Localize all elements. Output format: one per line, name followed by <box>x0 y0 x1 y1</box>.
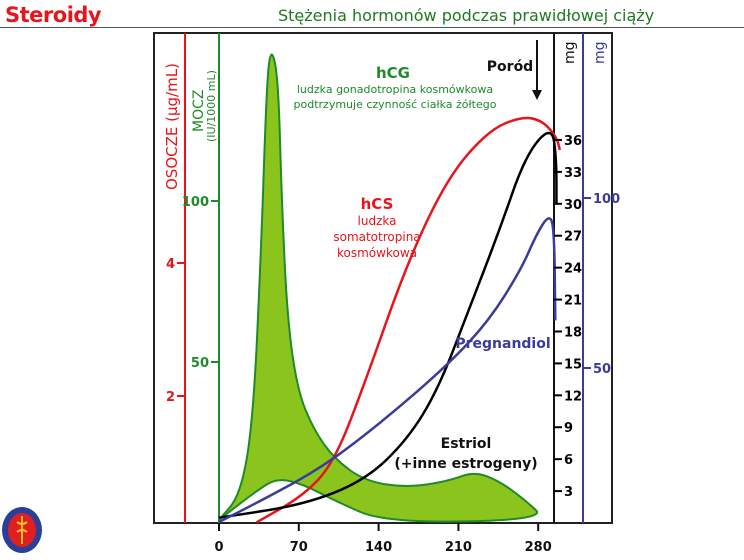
x-tick-label: 280 <box>525 540 552 555</box>
x-tick-label: 0 <box>214 540 223 555</box>
delivery-arrow-icon <box>532 40 542 100</box>
plasma-tick-label: 4 <box>166 257 175 272</box>
mg_black-tick-label: 36 <box>564 134 582 149</box>
hcg-area <box>218 53 539 523</box>
pregnandiol-line <box>218 217 557 524</box>
mg_blue-tick-label: 100 <box>593 192 620 207</box>
estriol-line <box>218 131 558 519</box>
mg_black-tick-label: 6 <box>564 453 573 468</box>
hcs-line <box>256 116 562 524</box>
urine-tick-label: 100 <box>182 195 209 210</box>
hcg-desc-1: ludzka gonadotropina kosmówkowa <box>297 83 493 96</box>
hcs-desc-1: ludzka <box>358 214 397 228</box>
mg_black-tick-label: 3 <box>564 485 573 500</box>
mg_blue-tick-label: 50 <box>593 362 611 377</box>
hcs-desc-3: kosmówkowa <box>337 246 417 260</box>
pregnandiol-label: Pregnandiol <box>455 336 550 352</box>
hcg-label: hCG <box>376 64 410 82</box>
header-divider <box>0 27 744 28</box>
mg-blue-axis-label: mg <box>592 41 608 64</box>
mg-black-axis-label: mg <box>562 41 578 64</box>
x-tick-label: 70 <box>290 540 308 555</box>
x-tick-label: 140 <box>365 540 392 555</box>
x-tick-label: 210 <box>445 540 472 555</box>
hcs-label: hCS <box>361 195 394 213</box>
hcg-desc-2: podtrzymuje czynność ciałka żółtego <box>294 98 497 111</box>
mg_black-tick-label: 24 <box>564 262 582 277</box>
mg_black-tick-label: 15 <box>564 357 582 372</box>
urine-tick-label: 50 <box>191 356 209 371</box>
page-subtitle: Stężenia hormonów podczas prawidłowej ci… <box>278 6 655 25</box>
mg_black-tick-label: 21 <box>564 294 582 309</box>
urine-axis-label: MOCZ <box>191 90 207 132</box>
plasma-tick-label: 2 <box>166 390 175 405</box>
page-title: Steroidy <box>5 3 102 27</box>
mg_black-tick-label: 33 <box>564 166 582 181</box>
plasma-axis-label: OSOCZE (µg/mL) <box>163 63 181 190</box>
estriol-label: Estriol <box>441 436 492 452</box>
mg_black-tick-label: 30 <box>564 198 582 213</box>
hcs-desc-2: somatotropina <box>333 230 420 244</box>
plot-frame <box>153 32 613 524</box>
mg_black-tick-label: 9 <box>564 421 573 436</box>
mg_black-tick-label: 12 <box>564 389 582 404</box>
urine-axis-sublabel: (IU/1000 mL) <box>205 70 218 142</box>
estriol-sublabel: (+inne estrogeny) <box>394 456 537 472</box>
university-logo <box>2 507 42 553</box>
mg_black-tick-label: 27 <box>564 230 582 245</box>
mg_black-tick-label: 18 <box>564 325 582 340</box>
delivery-label: Poród <box>487 59 533 75</box>
